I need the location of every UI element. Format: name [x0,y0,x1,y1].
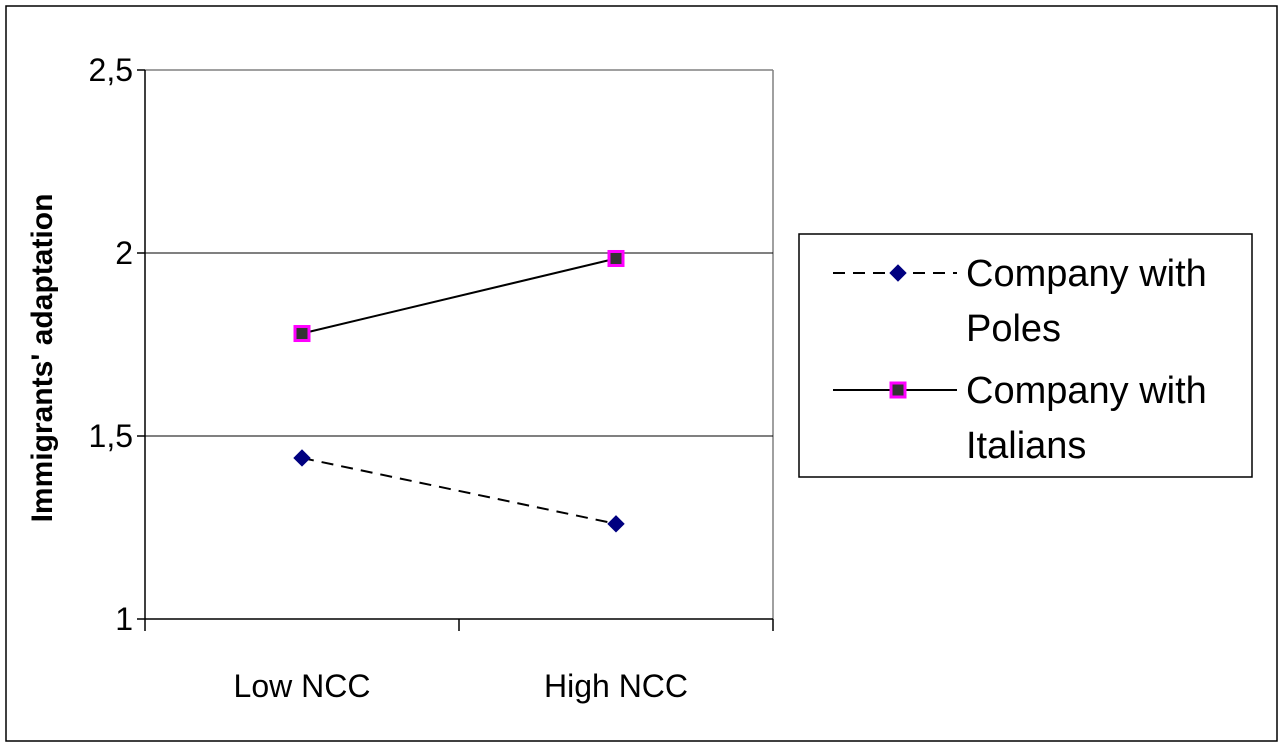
legend-label-1: Poles [966,308,1061,350]
data-point-series-2 [293,325,311,343]
legend-marker-2 [889,381,907,399]
legend-label-1: Company with [966,253,1207,295]
series-line-1 [301,456,617,525]
data-point-series-1 [607,515,625,533]
x-tick-label: Low NCC [234,668,371,704]
series-line-2 [301,257,617,335]
y-tick-label: 1 [115,601,133,637]
legend-label-2: Italians [966,425,1086,467]
x-tick-label: High NCC [544,668,688,704]
legend: Company with Poles Company with Italians [798,233,1253,478]
legend-marker-1 [889,264,907,282]
plot-area: 1 1,5 2 2,5 Low NCC High NCC [89,52,774,704]
y-tick-label: 2 [115,235,133,271]
y-tick-label: 2,5 [89,52,133,88]
data-point-series-2 [607,249,625,267]
legend-box [798,233,1253,478]
y-axis-title: Immigrants' adaptation [26,194,59,523]
data-point-series-1 [293,449,311,467]
y-tick-label: 1,5 [89,418,133,454]
legend-label-2: Company with [966,370,1207,412]
